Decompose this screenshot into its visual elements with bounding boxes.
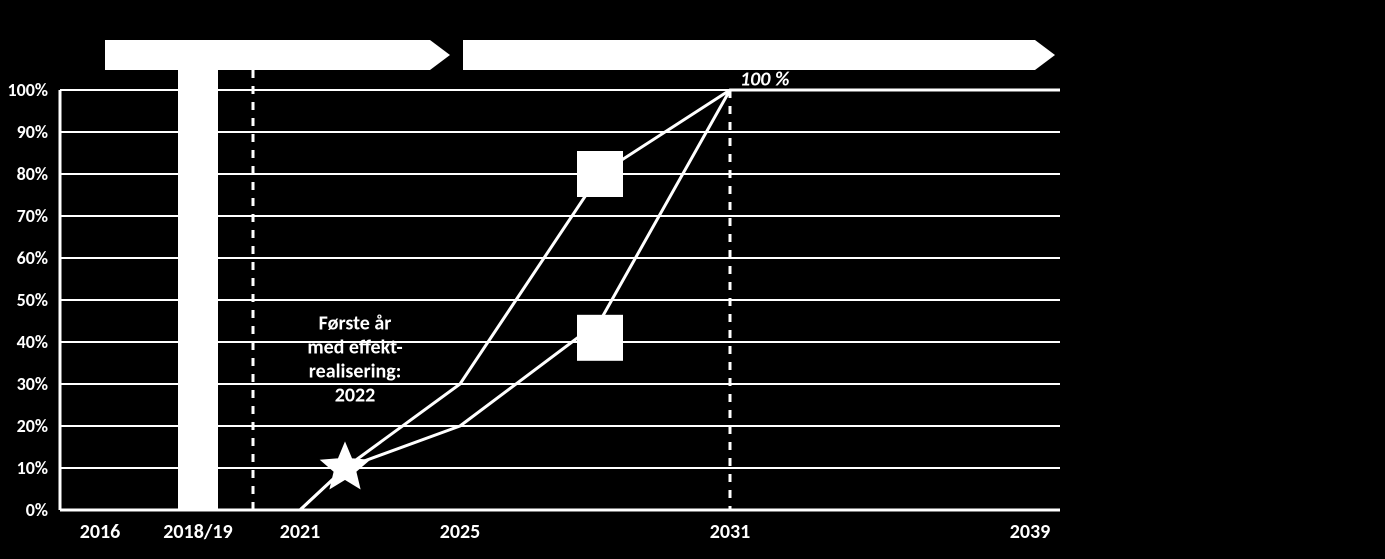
right-block-0 <box>1060 40 1385 330</box>
annotation-first-year: realisering: <box>309 359 401 383</box>
y-tick-label: 0% <box>26 499 48 521</box>
y-tick-label: 10% <box>17 457 48 479</box>
phase-arrow-1 <box>463 40 1055 70</box>
y-tick-label: 40% <box>17 331 48 353</box>
annotation-first-year: Første år <box>319 311 392 335</box>
y-tick-label: 30% <box>17 373 48 395</box>
marker-square-upper <box>577 151 623 197</box>
milestone-bar <box>178 45 218 510</box>
right-block-1 <box>1060 335 1385 559</box>
chart-svg: 0% 10% 20% 30% 40% 50% 60% 70% 80% 90% 100% 2016 201… <box>0 0 1385 559</box>
phase-arrow-0 <box>105 40 450 70</box>
x-tick-label: 2018/19 <box>163 520 232 544</box>
y-tick-label: 100% <box>8 79 49 101</box>
x-tick-label: 2031 <box>710 520 751 544</box>
y-tick-label: 50% <box>17 289 48 311</box>
y-tick-label: 20% <box>17 415 48 437</box>
x-tick-label: 2025 <box>440 520 481 544</box>
y-tick-label: 80% <box>17 163 48 185</box>
annotation-first-year: 2022 <box>335 383 376 407</box>
y-tick-label: 90% <box>17 121 48 143</box>
x-tick-label: 2039 <box>1010 520 1051 544</box>
x-tick-label: 2016 <box>80 520 121 544</box>
annotation-peak: 100 % <box>740 67 790 91</box>
annotation-first-year: med effekt- <box>307 335 402 359</box>
chart-root: { "canvas": { "w": 1385, "h": 559, "bg":… <box>0 0 1385 559</box>
y-tick-label: 70% <box>17 205 48 227</box>
x-tick-label: 2021 <box>280 520 321 544</box>
y-tick-label: 60% <box>17 247 48 269</box>
marker-square-lower <box>577 315 623 361</box>
